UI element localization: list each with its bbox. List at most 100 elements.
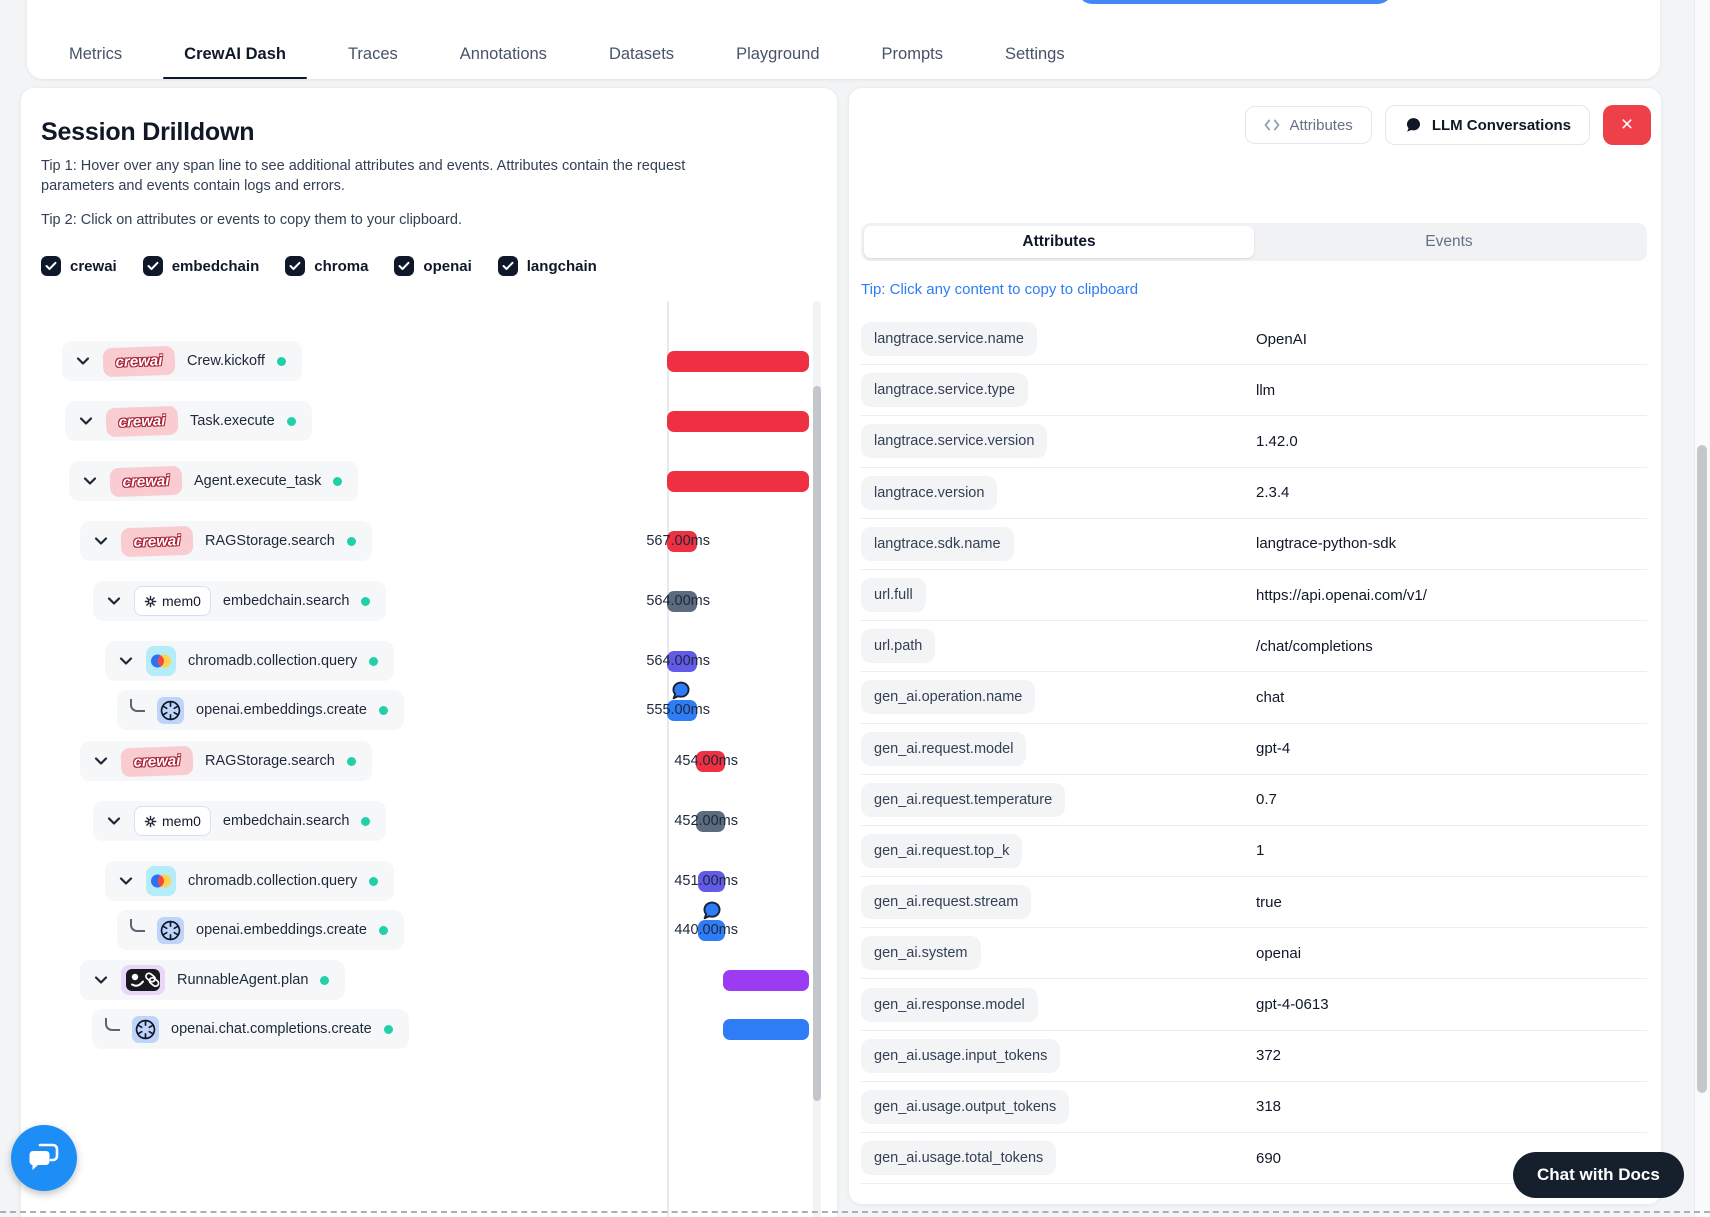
attribute-key-chip[interactable]: langtrace.sdk.name [861, 526, 1014, 561]
filter-checkbox-crewai[interactable]: crewai [41, 256, 117, 276]
span-row-chromadb-collection-query[interactable]: chromadb.collection.query [105, 641, 395, 681]
span-duration-bar[interactable] [698, 919, 725, 941]
span-row-ragstorage-search[interactable]: crewai RAGStorage.search [80, 521, 372, 561]
checkbox-checked-icon[interactable] [285, 256, 306, 276]
attribute-key-chip[interactable]: gen_ai.request.top_k [861, 833, 1023, 868]
attribute-row-url-path[interactable]: url.path /chat/completions [861, 621, 1647, 673]
span-row-crew-kickoff[interactable]: crewai Crew.kickoff [62, 341, 302, 381]
copy-to-clipboard-tip[interactable]: Tip: Click any content to copy to clipbo… [861, 281, 1139, 298]
span-duration-bar[interactable] [696, 810, 725, 832]
attribute-key-chip[interactable]: langtrace.service.name [861, 322, 1037, 357]
attribute-row-gen-ai-response-model[interactable]: gen_ai.response.model gpt-4-0613 [861, 979, 1647, 1031]
attribute-row-gen-ai-system[interactable]: gen_ai.system openai [861, 928, 1647, 980]
attribute-row-gen-ai-usage-output-tokens[interactable]: gen_ai.usage.output_tokens 318 [861, 1082, 1647, 1133]
attribute-value[interactable]: gpt-4-0613 [1256, 996, 1329, 1014]
attribute-key-chip[interactable]: langtrace.version [861, 475, 998, 510]
attribute-key-chip[interactable]: gen_ai.request.temperature [861, 782, 1066, 817]
attribute-row-langtrace-version[interactable]: langtrace.version 2.3.4 [861, 468, 1647, 519]
attribute-row-gen-ai-usage-total-tokens[interactable]: gen_ai.usage.total_tokens 690 [861, 1133, 1647, 1185]
attribute-row-langtrace-service-version[interactable]: langtrace.service.version 1.42.0 [861, 416, 1647, 468]
checkbox-checked-icon[interactable] [497, 256, 518, 276]
nav-tab-datasets[interactable]: Datasets [609, 30, 674, 79]
chevron-down-icon[interactable] [106, 813, 122, 829]
attribute-row-gen-ai-request-model[interactable]: gen_ai.request.model gpt-4 [861, 724, 1647, 775]
page-scrollbar-thumb[interactable] [1697, 445, 1707, 1093]
attribute-value[interactable]: 318 [1256, 1098, 1282, 1116]
tab-attributes[interactable]: Attributes [864, 226, 1254, 258]
attribute-value[interactable]: 2.3.4 [1256, 484, 1290, 502]
attribute-value[interactable]: https://api.openai.com/v1/ [1256, 586, 1427, 604]
conversation-bubble-icon[interactable] [670, 680, 692, 706]
chevron-down-icon[interactable] [118, 653, 134, 669]
attribute-value[interactable]: 1.42.0 [1256, 432, 1298, 450]
attribute-key-chip[interactable]: gen_ai.system [861, 936, 981, 971]
tab-events[interactable]: Events [1425, 233, 1473, 250]
span-duration-bar[interactable] [667, 699, 697, 721]
attribute-key-chip[interactable]: gen_ai.usage.total_tokens [861, 1141, 1057, 1176]
span-row-agent-execute-task[interactable]: crewai Agent.execute_task [69, 461, 359, 501]
attribute-value[interactable]: /chat/completions [1256, 637, 1373, 655]
attributes-view-button[interactable]: Attributes [1245, 106, 1372, 144]
tree-scrollbar-thumb[interactable] [813, 386, 821, 1101]
span-row-embedchain-search[interactable]: mem0 embedchain.search [93, 581, 387, 621]
close-panel-button[interactable]: × [1603, 105, 1651, 145]
attribute-value[interactable]: OpenAI [1256, 330, 1307, 348]
nav-tab-metrics[interactable]: Metrics [69, 30, 122, 79]
attribute-value[interactable]: langtrace-python-sdk [1256, 535, 1397, 553]
span-row-openai-embeddings-create[interactable]: openai.embeddings.create [117, 690, 404, 730]
nav-tab-playground[interactable]: Playground [736, 30, 819, 79]
span-duration-bar[interactable] [696, 750, 725, 772]
chevron-down-icon[interactable] [106, 593, 122, 609]
nav-tab-traces[interactable]: Traces [348, 30, 398, 79]
attribute-row-langtrace-sdk-name[interactable]: langtrace.sdk.name langtrace-python-sdk [861, 519, 1647, 570]
attribute-key-chip[interactable]: gen_ai.usage.input_tokens [861, 1038, 1061, 1073]
chevron-down-icon[interactable] [93, 972, 109, 988]
span-row-ragstorage-search[interactable]: crewai RAGStorage.search [80, 741, 372, 781]
attribute-key-chip[interactable]: gen_ai.request.model [861, 731, 1027, 766]
chevron-down-icon[interactable] [93, 533, 109, 549]
attribute-row-gen-ai-request-temperature[interactable]: gen_ai.request.temperature 0.7 [861, 775, 1647, 826]
span-duration-bar[interactable] [667, 650, 697, 672]
nav-tab-crewai-dash[interactable]: CrewAI Dash [163, 30, 307, 79]
llm-conversations-button[interactable]: LLM Conversations [1384, 105, 1590, 145]
span-row-embedchain-search[interactable]: mem0 embedchain.search [93, 801, 387, 841]
filter-checkbox-embedchain[interactable]: embedchain [142, 256, 259, 276]
attribute-key-chip[interactable]: gen_ai.response.model [861, 987, 1038, 1022]
attribute-value[interactable]: openai [1256, 944, 1302, 962]
attribute-row-gen-ai-request-stream[interactable]: gen_ai.request.stream true [861, 877, 1647, 929]
filter-checkbox-langchain[interactable]: langchain [497, 256, 597, 276]
nav-tab-annotations[interactable]: Annotations [460, 30, 547, 79]
conversation-bubble-icon[interactable] [701, 900, 723, 926]
attribute-value[interactable]: true [1256, 893, 1282, 911]
attribute-key-chip[interactable]: gen_ai.usage.output_tokens [861, 1089, 1070, 1124]
span-duration-bar[interactable] [723, 969, 809, 991]
attribute-value[interactable]: chat [1256, 688, 1285, 706]
chevron-down-icon[interactable] [82, 473, 98, 489]
checkbox-checked-icon[interactable] [41, 256, 61, 276]
nav-tab-settings[interactable]: Settings [1005, 30, 1065, 79]
attribute-key-chip[interactable]: gen_ai.operation.name [861, 680, 1036, 715]
checkbox-checked-icon[interactable] [394, 256, 415, 276]
span-duration-bar[interactable] [667, 350, 809, 372]
attribute-key-chip[interactable]: url.full [861, 578, 926, 613]
attribute-key-chip[interactable]: langtrace.service.type [861, 373, 1029, 408]
attribute-row-gen-ai-request-top-k[interactable]: gen_ai.request.top_k 1 [861, 826, 1647, 878]
attribute-value[interactable]: 372 [1256, 1047, 1282, 1065]
span-duration-bar[interactable] [667, 470, 809, 492]
nav-tab-prompts[interactable]: Prompts [882, 30, 943, 79]
filter-checkbox-chroma[interactable]: chroma [285, 256, 368, 276]
attribute-value[interactable]: llm [1256, 381, 1276, 399]
attribute-row-langtrace-service-name[interactable]: langtrace.service.name OpenAI [861, 314, 1647, 366]
attribute-row-url-full[interactable]: url.full https://api.openai.com/v1/ [861, 570, 1647, 622]
chat-with-docs-button[interactable]: Chat with Docs [1513, 1152, 1684, 1198]
span-row-runnableagent-plan[interactable]: RunnableAgent.plan [80, 960, 346, 1000]
chevron-down-icon[interactable] [93, 753, 109, 769]
span-duration-bar[interactable] [698, 870, 725, 892]
chat-widget-button[interactable] [11, 1125, 77, 1191]
span-duration-bar[interactable] [723, 1018, 809, 1040]
attribute-row-gen-ai-operation-name[interactable]: gen_ai.operation.name chat [861, 672, 1647, 724]
attribute-row-gen-ai-usage-input-tokens[interactable]: gen_ai.usage.input_tokens 372 [861, 1031, 1647, 1082]
span-row-chromadb-collection-query[interactable]: chromadb.collection.query [105, 861, 395, 901]
span-row-task-execute[interactable]: crewai Task.execute [65, 401, 312, 441]
chevron-down-icon[interactable] [75, 353, 91, 369]
